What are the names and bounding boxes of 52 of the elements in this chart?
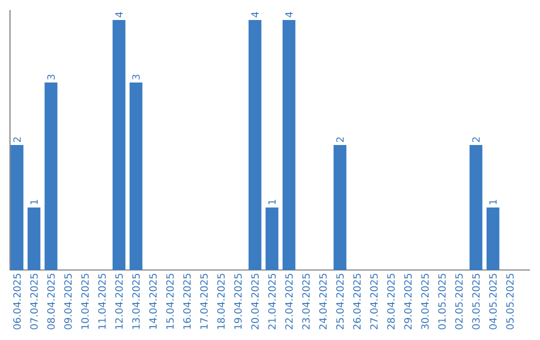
bar — [266, 208, 278, 270]
x-tick-label: 19.04.2025 — [234, 274, 242, 329]
x-tick-label: 03.05.2025 — [472, 274, 480, 330]
x-tick-label: 17.04.2025 — [200, 274, 208, 329]
x-tick-label: 02.05.2025 — [455, 274, 463, 330]
data-label: 4 — [285, 12, 293, 18]
x-tick-label: 24.04.2025 — [319, 274, 327, 330]
x-tick-label: 15.04.2025 — [166, 274, 174, 329]
data-label: 2 — [472, 137, 480, 142]
bar — [486, 208, 500, 270]
data-label: 4 — [251, 12, 259, 18]
x-tick-label: 07.04.2025 — [30, 274, 38, 330]
x-tick-label: 13.04.2025 — [132, 274, 140, 329]
x-tick-label: 28.04.2025 — [387, 274, 395, 330]
x-tick-label: 20.04.2025 — [251, 274, 259, 330]
x-tick-label: 26.04.2025 — [353, 274, 361, 330]
data-label: 2 — [13, 137, 21, 142]
bar — [248, 20, 262, 270]
x-tick-label: 27.04.2025 — [370, 274, 378, 330]
data-label: 1 — [268, 200, 276, 204]
bar — [470, 145, 482, 270]
x-tick-label: 30.04.2025 — [421, 274, 429, 330]
x-tick-label: 10.04.2025 — [81, 274, 89, 329]
bar — [10, 145, 24, 270]
bar — [282, 20, 296, 270]
x-tick-label: 05.05.2025 — [506, 274, 514, 330]
bar — [44, 82, 58, 270]
x-tick-label: 04.05.2025 — [489, 274, 497, 330]
x-tick-label: 16.04.2025 — [183, 274, 191, 329]
x-tick-label: 18.04.2025 — [217, 274, 225, 329]
data-label: 3 — [132, 74, 140, 80]
x-tick-label: 09.04.2025 — [64, 274, 72, 330]
bar — [112, 20, 126, 270]
x-tick-label: 23.04.2025 — [302, 274, 310, 330]
data-label: 1 — [489, 200, 497, 204]
bar — [130, 82, 142, 270]
bar — [28, 208, 40, 270]
x-tick-label: 29.04.2025 — [404, 274, 412, 330]
data-label: 4 — [115, 12, 123, 18]
data-label: 3 — [47, 74, 55, 80]
x-tick-label: 21.04.2025 — [268, 274, 276, 330]
x-tick-label: 01.05.2025 — [438, 274, 446, 330]
x-tick-label: 12.04.2025 — [115, 274, 123, 329]
bar — [334, 145, 346, 270]
x-tick-label: 25.04.2025 — [336, 274, 344, 330]
data-label: 1 — [30, 200, 38, 204]
x-tick-label: 14.04.2025 — [149, 274, 157, 329]
data-label: 2 — [336, 137, 344, 142]
x-tick-label: 22.04.2025 — [285, 274, 293, 330]
x-tick-label: 08.04.2025 — [47, 274, 55, 330]
x-tick-label: 06.04.2025 — [13, 274, 21, 330]
x-tick-label: 11.04.2025 — [98, 274, 106, 329]
